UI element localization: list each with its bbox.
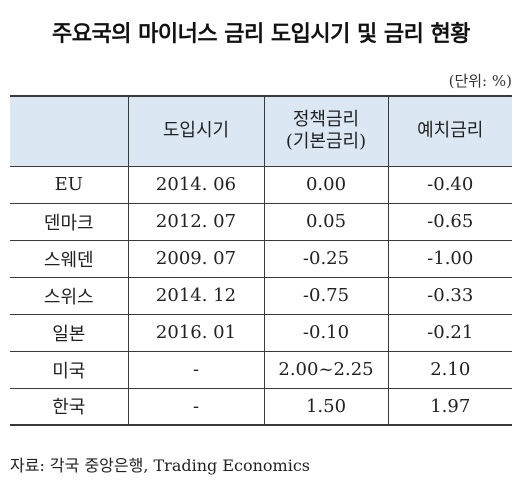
- cell-country: 일본: [10, 314, 128, 352]
- cell-intro-date: 2016. 01: [127, 314, 264, 352]
- table-row: 스위스 2014. 12 -0.75 -0.33: [10, 277, 512, 315]
- cell-deposit-rate: -0.65: [387, 203, 512, 241]
- cell-intro-date: 2014. 06: [127, 166, 264, 204]
- cell-policy-rate: 2.00~2.25: [263, 351, 388, 389]
- cell-intro-date: 2009. 07: [127, 240, 264, 278]
- cell-country: 스웨덴: [10, 240, 128, 278]
- cell-policy-rate: -0.25: [263, 240, 388, 278]
- table-row: 덴마크 2012. 07 0.05 -0.65: [10, 203, 512, 241]
- source-note: 자료: 각국 중앙은행, Trading Economics: [10, 456, 311, 475]
- header-country: [10, 95, 128, 167]
- table-title: 주요국의 마이너스 금리 도입시기 및 금리 현황: [51, 22, 471, 47]
- header-policy-rate: 정책금리 (기본금리): [263, 95, 388, 167]
- cell-intro-date: -: [127, 388, 264, 426]
- cell-country: 한국: [10, 388, 128, 426]
- cell-deposit-rate: 1.97: [387, 388, 512, 426]
- cell-deposit-rate: -0.21: [387, 314, 512, 352]
- cell-deposit-rate: -0.40: [387, 166, 512, 204]
- cell-deposit-rate: -0.33: [387, 277, 512, 315]
- cell-deposit-rate: 2.10: [387, 351, 512, 389]
- header-policy-rate-line1: 정책금리: [292, 109, 360, 131]
- cell-intro-date: 2012. 07: [127, 203, 264, 241]
- header-policy-rate-line2: (기본금리): [285, 131, 367, 153]
- table-row: 미국 - 2.00~2.25 2.10: [10, 351, 512, 389]
- table-row: 스웨덴 2009. 07 -0.25 -1.00: [10, 240, 512, 278]
- cell-country: 미국: [10, 351, 128, 389]
- cell-country: 덴마크: [10, 203, 128, 241]
- table-row: 일본 2016. 01 -0.10 -0.21: [10, 314, 512, 352]
- cell-policy-rate: 0.00: [263, 166, 388, 204]
- header-row: 도입시기 정책금리 (기본금리) 예치금리: [10, 95, 512, 167]
- cell-intro-date: -: [127, 351, 264, 389]
- cell-policy-rate: 0.05: [263, 203, 388, 241]
- cell-policy-rate: 1.50: [263, 388, 388, 426]
- cell-intro-date: 2014. 12: [127, 277, 264, 315]
- interest-rate-table: 도입시기 정책금리 (기본금리) 예치금리 EU 2014. 06 0.00 -…: [10, 95, 512, 426]
- header-deposit-rate: 예치금리: [387, 95, 512, 167]
- table-row: 한국 - 1.50 1.97: [10, 388, 512, 426]
- cell-country: EU: [10, 166, 128, 204]
- cell-deposit-rate: -1.00: [387, 240, 512, 278]
- cell-policy-rate: -0.10: [263, 314, 388, 352]
- table-row: EU 2014. 06 0.00 -0.40: [10, 166, 512, 204]
- header-intro-date: 도입시기: [127, 95, 264, 167]
- cell-country: 스위스: [10, 277, 128, 315]
- unit-label: (단위: %): [448, 72, 512, 90]
- cell-policy-rate: -0.75: [263, 277, 388, 315]
